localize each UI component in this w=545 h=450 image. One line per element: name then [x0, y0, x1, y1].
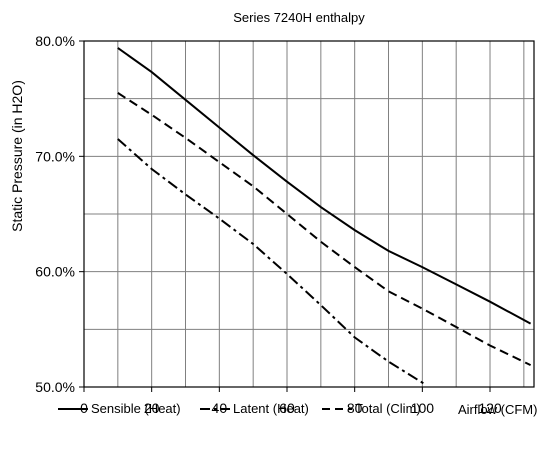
y-tick-label: 80.0% — [35, 33, 75, 49]
series-line-2 — [117, 92, 532, 367]
y-tick-label: 70.0% — [35, 148, 75, 164]
y-axis-ticks: 50.0% 60.0% 70.0% 80.0% — [35, 33, 84, 395]
x-axis-label: Airflow (CFM) — [458, 402, 537, 417]
series-line-1 — [117, 138, 427, 386]
series-line-0 — [117, 47, 532, 325]
x-tick-label: 60 — [279, 400, 295, 416]
legend-label-total: Total (Clim) — [355, 401, 421, 416]
y-tick-label: 60.0% — [35, 264, 75, 280]
chart-title: Series 7240H enthalpy — [233, 10, 365, 25]
y-axis-label: Static Pressure (in H2O) — [9, 80, 25, 232]
x-tick-label: 20 — [144, 400, 160, 416]
legend-label-latent: Latent (Heat) — [233, 401, 309, 416]
legend-label-sensible: Sensible (Heat) — [91, 401, 181, 416]
series-lines — [117, 47, 532, 386]
x-tick-label: 100 — [411, 400, 435, 416]
grid-lines — [84, 41, 534, 387]
x-tick-label: 40 — [212, 400, 228, 416]
plot-area-border — [83, 40, 535, 388]
y-tick-label: 50.0% — [35, 379, 75, 395]
legend: Sensible (Heat) Latent (Heat) Total (Cli… — [58, 401, 421, 416]
x-tick-label: 80 — [347, 400, 363, 416]
x-tick-label: 120 — [478, 400, 502, 416]
